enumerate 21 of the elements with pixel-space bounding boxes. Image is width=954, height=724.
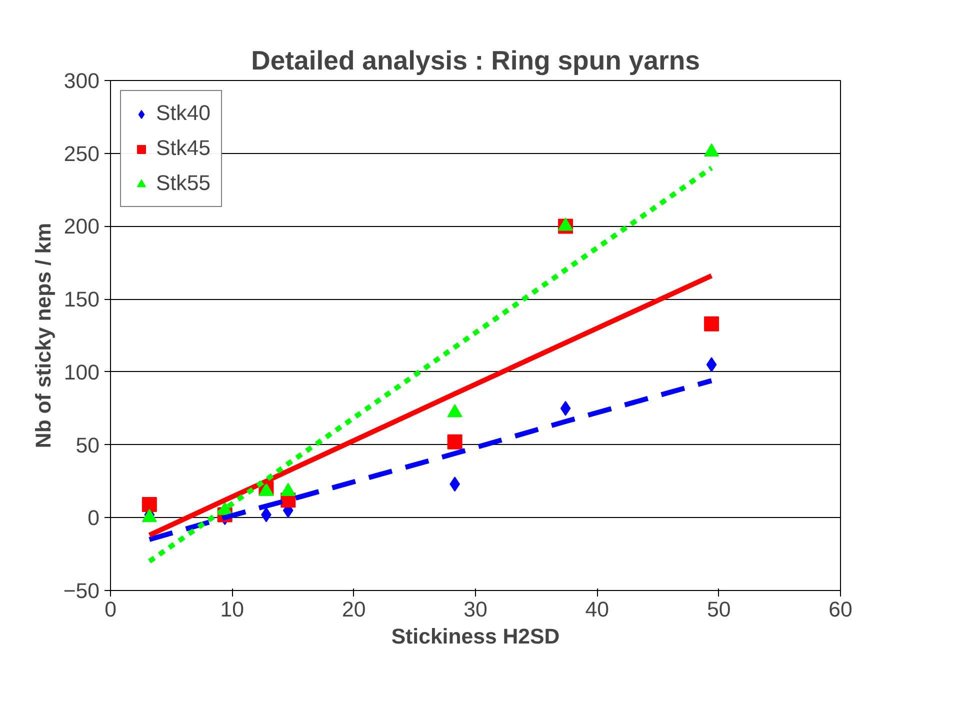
legend-label: Stk55 [156, 171, 211, 196]
x-tick-label: 10 [220, 598, 244, 622]
y-tick-label: 250 [64, 142, 100, 166]
y-tick-label: 100 [64, 360, 100, 384]
x-tick-label: 30 [464, 598, 488, 622]
x-tick-label: 40 [585, 598, 610, 622]
y-tick-label: 50 [76, 433, 100, 458]
y-tick-label: 300 [64, 69, 100, 93]
x-tick-label: 50 [706, 598, 731, 622]
y-tick-label: 0 [88, 506, 100, 530]
chart-title: Detailed analysis : Ring spun yarns [251, 46, 700, 76]
x-tick-label: 20 [342, 598, 366, 622]
legend-label: Stk40 [156, 101, 211, 126]
y-tick-label: −50 [63, 579, 100, 603]
y-axis-title: Nb of sticky neps / km [31, 222, 56, 448]
y-tick-label: 200 [64, 214, 100, 239]
legend-label: Stk45 [156, 136, 211, 161]
x-tick-label: 0 [104, 598, 117, 622]
x-tick-label: 60 [828, 598, 852, 622]
y-tick-label: 150 [64, 288, 100, 312]
x-axis-title: Stickiness H2SD [391, 624, 560, 648]
